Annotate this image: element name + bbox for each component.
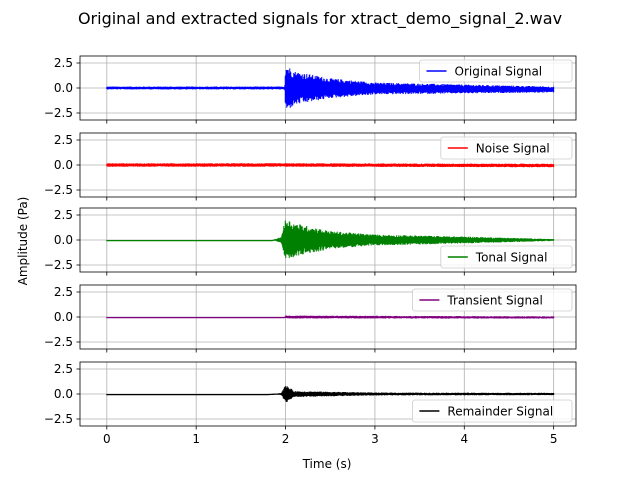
x-tick-label: 4 [460,432,468,446]
y-tick-label: 2.5 [54,285,73,299]
legend-box [440,136,573,160]
legend-box [411,399,573,423]
series-line [106,386,555,402]
series-line [106,315,555,319]
x-tick-label: 5 [550,432,558,446]
x-tick-label: 0 [103,432,111,446]
y-tick-label: −2.5 [44,335,73,349]
x-tick-label: 2 [282,432,290,446]
y-tick-label: 0.0 [54,310,73,324]
subplots: −2.5 0.0 2.5 Original Signal −2.5 0.0 2.5 Noise… [44,55,577,446]
y-tick-label: −2.5 [44,412,73,426]
subplot-2: −2.5 0.0 2.5 Noise Signal [44,132,577,201]
legend: Original Signal [419,59,573,83]
x-tick-label: 3 [371,432,379,446]
legend: Noise Signal [440,136,573,160]
legend: Transient Signal [411,288,573,312]
series-line [106,68,555,108]
series-line [106,220,555,259]
y-tick-label: 2.5 [54,208,73,222]
legend-label: Noise Signal [476,142,550,156]
legend-box [411,288,573,312]
y-axis-label: Amplitude (Pa) [16,197,30,286]
y-tick-label: 2.5 [54,362,73,376]
subplot-1: −2.5 0.0 2.5 Original Signal [44,55,577,124]
x-tick-label: 1 [192,432,200,446]
y-tick-label: 0.0 [54,233,73,247]
legend: Remainder Signal [411,399,573,423]
y-tick-label: −2.5 [44,183,73,197]
legend: Tonal Signal [440,245,573,269]
legend-label: Transient Signal [446,294,542,308]
subplot-3: −2.5 0.0 2.5 Tonal Signal [44,207,577,276]
y-tick-label: 0.0 [54,158,73,172]
legend-box [419,59,573,83]
subplot-4: −2.5 0.0 2.5 Transient Signal [44,284,577,353]
y-tick-label: 2.5 [54,56,73,70]
legend-label: Original Signal [455,65,543,79]
subplot-5: −2.5 0.0 2.5 0 1 2 3 4 5 Remainder Signal [44,361,577,446]
y-tick-label: 0.0 [54,81,73,95]
y-tick-label: −2.5 [44,258,73,272]
series-line [106,163,555,168]
chart-title: Original and extracted signals for xtrac… [78,9,562,29]
legend-box [440,245,573,269]
legend-label: Tonal Signal [475,251,548,265]
x-axis-label: Time (s) [302,457,352,471]
y-tick-label: 0.0 [54,387,73,401]
y-tick-label: 2.5 [54,133,73,147]
y-tick-label: −2.5 [44,106,73,120]
legend-label: Remainder Signal [447,405,553,419]
